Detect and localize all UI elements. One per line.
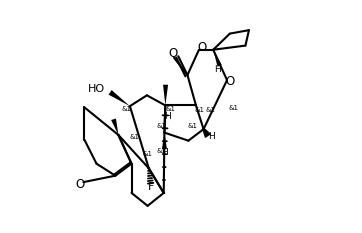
Text: &1: &1 [156, 123, 167, 129]
Polygon shape [111, 119, 118, 135]
Text: &1: &1 [156, 148, 167, 154]
Text: &1: &1 [194, 106, 205, 113]
Text: H: H [208, 132, 215, 141]
Text: &1: &1 [166, 106, 176, 112]
Text: &1: &1 [143, 151, 153, 157]
Text: &1: &1 [121, 106, 131, 112]
Text: H: H [161, 148, 168, 157]
Text: O: O [197, 41, 206, 54]
Polygon shape [109, 90, 130, 106]
Polygon shape [162, 133, 167, 149]
Text: O: O [226, 75, 235, 89]
Text: &1: &1 [229, 105, 239, 111]
Text: F: F [148, 182, 154, 192]
Text: HO: HO [88, 84, 105, 94]
Polygon shape [213, 50, 222, 67]
Text: &1: &1 [206, 106, 216, 113]
Text: &1: &1 [188, 123, 198, 129]
Polygon shape [163, 85, 168, 106]
Text: H: H [214, 65, 221, 74]
Text: H: H [164, 112, 171, 121]
Text: O: O [75, 178, 84, 191]
Text: O: O [169, 47, 178, 60]
Text: &1: &1 [130, 134, 140, 140]
